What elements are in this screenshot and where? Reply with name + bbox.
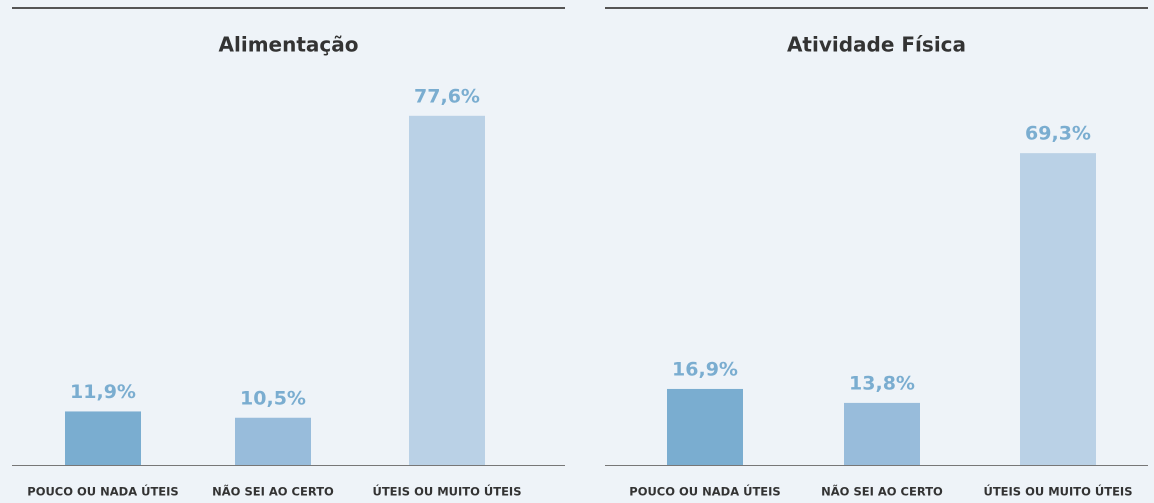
value-label: 16,9%	[672, 358, 738, 380]
bar	[1020, 153, 1096, 465]
value-label: 13,8%	[849, 372, 915, 394]
category-label: POUCO OU NADA ÚTEIS	[27, 484, 178, 499]
chart-title: Atividade Física	[787, 33, 966, 57]
value-label: 77,6%	[414, 85, 480, 107]
chart-title: Alimentação	[219, 33, 359, 57]
bar	[667, 388, 743, 465]
bar	[844, 402, 920, 465]
category-label: ÚTEIS OU MUITO ÚTEIS	[983, 484, 1132, 499]
value-label: 10,5%	[240, 387, 306, 409]
bar	[65, 411, 141, 465]
category-label: NÃO SEI AO CERTO	[821, 484, 943, 499]
value-label: 11,9%	[70, 381, 136, 403]
bar	[409, 115, 485, 466]
category-label: NÃO SEI AO CERTO	[212, 484, 334, 499]
bar	[235, 417, 311, 465]
category-label: ÚTEIS OU MUITO ÚTEIS	[372, 484, 521, 499]
value-label: 69,3%	[1025, 123, 1091, 145]
category-label: POUCO OU NADA ÚTEIS	[629, 484, 780, 499]
